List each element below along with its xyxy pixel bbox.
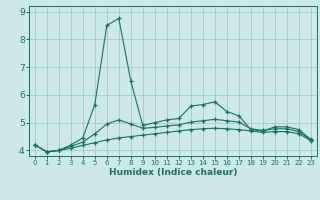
X-axis label: Humidex (Indice chaleur): Humidex (Indice chaleur) <box>108 168 237 177</box>
